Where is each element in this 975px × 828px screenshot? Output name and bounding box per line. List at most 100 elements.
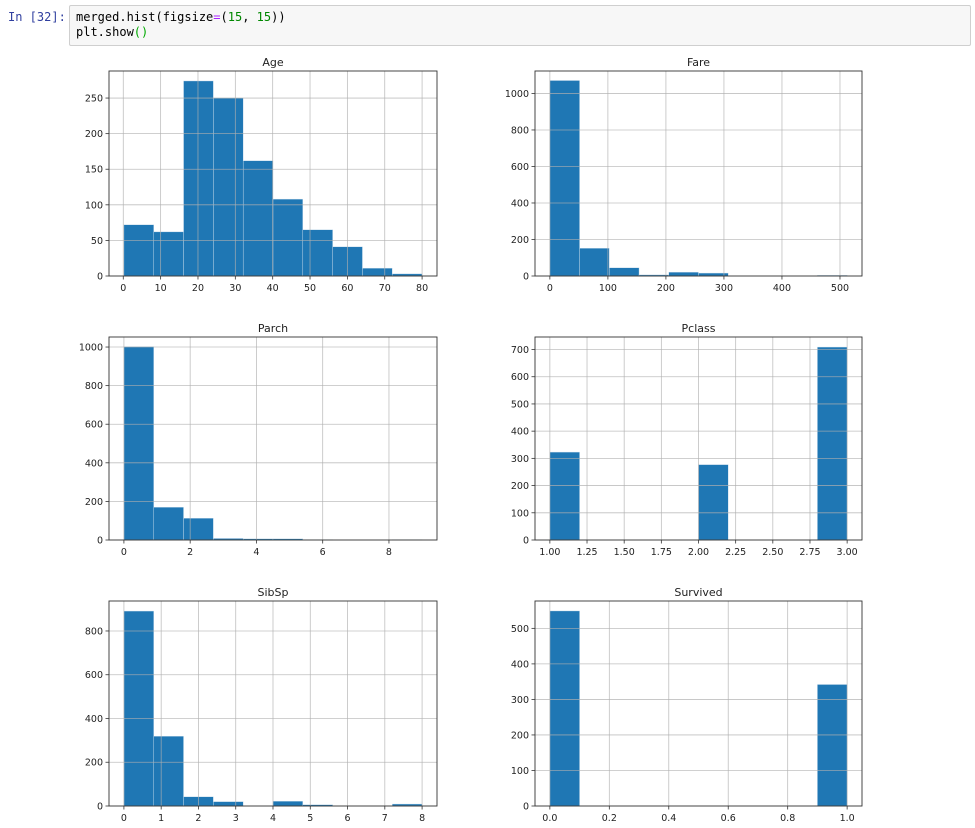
y-tick-label: 150 xyxy=(85,165,103,176)
histogram-bar xyxy=(668,271,699,277)
code-token: 15 xyxy=(227,10,243,24)
y-tick-label: 800 xyxy=(511,125,529,136)
x-tick-label: 500 xyxy=(831,283,849,294)
y-tick-label: 100 xyxy=(511,766,529,777)
x-tick-label: 2.75 xyxy=(799,547,820,558)
x-tick-label: 3 xyxy=(233,813,239,824)
x-tick-label: 100 xyxy=(599,283,617,294)
y-tick-label: 800 xyxy=(85,381,103,392)
y-tick-label: 200 xyxy=(511,730,529,741)
histogram-bar xyxy=(183,80,214,277)
histogram-bar xyxy=(183,517,214,541)
y-tick-label: 800 xyxy=(85,626,103,637)
y-tick-label: 200 xyxy=(85,758,103,769)
chart-title: Survived xyxy=(674,586,722,599)
x-tick-label: 7 xyxy=(382,813,388,824)
y-tick-label: 0 xyxy=(97,272,103,283)
x-tick-label: 70 xyxy=(379,283,391,294)
chart-title: SibSp xyxy=(258,586,289,599)
x-tick-label: 50 xyxy=(304,283,316,294)
chart-title: Pclass xyxy=(682,322,716,335)
code-token: merged.hist(figsize xyxy=(76,10,214,24)
histogram-bar xyxy=(609,267,640,277)
y-tick-label: 1000 xyxy=(505,89,529,100)
histogram-bar xyxy=(123,346,154,541)
chart-title: Parch xyxy=(258,322,288,335)
y-tick-label: 1000 xyxy=(79,343,103,354)
histogram-fare: 0 100 200 300 400 500 0 200 400 600 800 1000 Fare xyxy=(505,56,863,294)
histogram-bar xyxy=(817,684,848,807)
histogram-bar xyxy=(698,464,729,541)
code-editor[interactable]: merged.hist(figsize=(15, 15)) plt.show() xyxy=(76,10,286,40)
y-tick-label: 200 xyxy=(85,497,103,508)
y-tick-label: 100 xyxy=(85,200,103,211)
chart-title: Fare xyxy=(687,56,710,69)
histogram-bar xyxy=(549,610,580,807)
histogram-bar xyxy=(302,229,333,277)
x-tick-label: 2.50 xyxy=(762,547,783,558)
y-tick-label: 300 xyxy=(511,695,529,706)
x-tick-label: 1.00 xyxy=(539,547,560,558)
y-tick-label: 200 xyxy=(85,129,103,140)
y-tick-label: 500 xyxy=(511,624,529,635)
y-tick-label: 250 xyxy=(85,94,103,105)
code-token: = xyxy=(213,10,221,24)
x-tick-label: 2 xyxy=(195,813,201,824)
y-tick-label: 400 xyxy=(85,458,103,469)
x-tick-label: 300 xyxy=(715,283,733,294)
histogram-survived: 0.0 0.2 0.4 0.6 0.8 1.0 0 100 200 300 400 500 Surviv… xyxy=(511,586,863,824)
x-tick-label: 2 xyxy=(187,547,193,558)
x-tick-label: 200 xyxy=(657,283,675,294)
histogram-bar xyxy=(272,800,304,807)
chart-title: Age xyxy=(262,56,284,69)
histogram-bar xyxy=(153,506,184,541)
x-tick-label: 40 xyxy=(267,283,279,294)
y-tick-label: 400 xyxy=(85,714,103,725)
y-tick-label: 0 xyxy=(523,536,529,547)
x-tick-label: 6 xyxy=(320,547,326,558)
code-token: )) xyxy=(271,10,286,24)
x-tick-label: 80 xyxy=(416,283,428,294)
x-tick-label: 0 xyxy=(121,813,127,824)
x-tick-label: 60 xyxy=(341,283,353,294)
code-token: 15 xyxy=(256,10,272,24)
histogram-bar xyxy=(153,736,184,807)
axes-frame xyxy=(534,70,863,277)
x-tick-label: 1.50 xyxy=(614,547,635,558)
y-tick-label: 300 xyxy=(511,454,529,465)
x-tick-label: 0 xyxy=(121,547,127,558)
code-cell[interactable]: merged.hist(figsize=(15, 15)) plt.show() xyxy=(69,5,971,46)
x-tick-label: 0.2 xyxy=(602,813,617,824)
x-tick-label: 1.0 xyxy=(840,813,855,824)
x-tick-label: 0.6 xyxy=(721,813,736,824)
y-tick-label: 0 xyxy=(523,272,529,283)
histogram-pclass: 1.00 1.25 1.50 1.75 2.00 2.25 2.50 2.75 3.00 0 100… xyxy=(511,322,863,558)
x-tick-label: 2.00 xyxy=(688,547,709,558)
histogram-bar xyxy=(549,80,580,277)
y-tick-label: 500 xyxy=(511,399,529,410)
axes-frame xyxy=(108,336,438,541)
x-tick-label: 0.0 xyxy=(542,813,557,824)
x-tick-label: 400 xyxy=(773,283,791,294)
x-tick-label: 30 xyxy=(229,283,241,294)
y-tick-label: 600 xyxy=(511,162,529,173)
x-tick-label: 2.25 xyxy=(725,547,746,558)
code-line-1: merged.hist(figsize=(15, 15)) xyxy=(76,10,286,24)
y-tick-label: 200 xyxy=(511,481,529,492)
x-tick-label: 6 xyxy=(345,813,351,824)
y-tick-label: 0 xyxy=(97,536,103,547)
histogram-bar xyxy=(242,160,274,277)
x-tick-label: 1.75 xyxy=(651,547,672,558)
y-tick-label: 600 xyxy=(85,420,103,431)
y-tick-label: 400 xyxy=(511,659,529,670)
histogram-bar xyxy=(362,267,393,277)
x-tick-label: 0.8 xyxy=(780,813,795,824)
x-tick-label: 8 xyxy=(419,813,425,824)
y-tick-label: 600 xyxy=(511,372,529,383)
y-tick-label: 0 xyxy=(97,802,103,813)
histogram-age: 0 10 20 30 40 50 60 70 80 0 50 100 150 200 250 Age xyxy=(85,56,438,294)
y-tick-label: 400 xyxy=(511,198,529,209)
histogram-bar xyxy=(817,346,848,541)
histogram-bar xyxy=(272,198,304,277)
